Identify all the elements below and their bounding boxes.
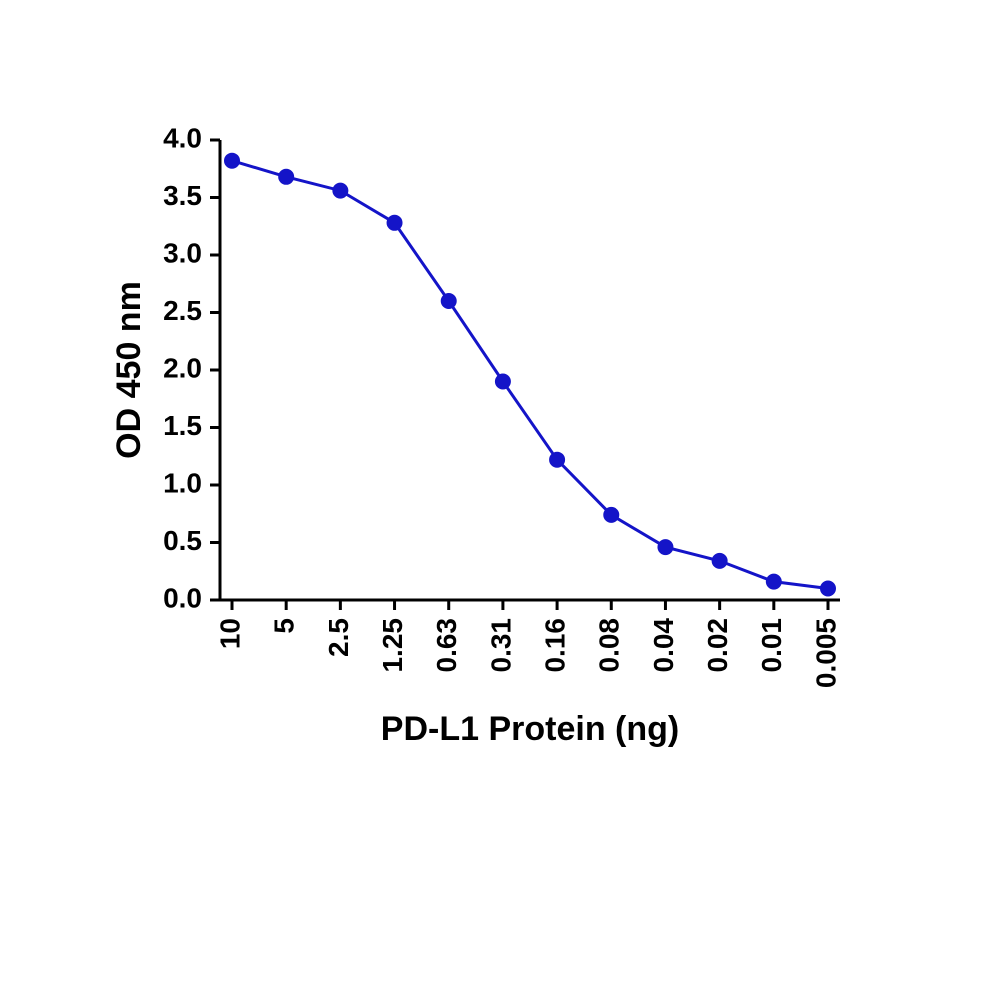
- y-tick-label: 3.0: [163, 237, 202, 268]
- chart-svg: 0.0 0.5 1.0 1.5 2.0 2.5 3.0 3.5 4.0 10 5 2.5 1.25 0.6…: [120, 120, 880, 880]
- y-tick-label: 4.0: [163, 122, 202, 153]
- data-marker: [496, 375, 510, 389]
- data-marker: [333, 184, 347, 198]
- data-marker: [658, 540, 672, 554]
- y-tick-label: 2.5: [163, 295, 202, 326]
- x-tick-label: 0.08: [594, 618, 625, 673]
- x-tick-label: 0.01: [756, 618, 787, 673]
- data-marker: [604, 508, 618, 522]
- data-marker: [550, 453, 564, 467]
- data-marker: [713, 554, 727, 568]
- data-marker: [279, 170, 293, 184]
- x-tick-label: 0.16: [539, 618, 570, 673]
- y-tick-label: 0.0: [163, 582, 202, 613]
- x-tick-label: 5: [269, 618, 300, 634]
- data-marker: [225, 154, 239, 168]
- x-axis-title: PD-L1 Protein (ng): [381, 710, 679, 748]
- x-tick-label: 0.31: [485, 618, 516, 673]
- data-marker: [821, 582, 835, 596]
- x-tick-label: 0.04: [648, 618, 679, 673]
- x-tick-label: 0.02: [702, 618, 733, 673]
- data-marker: [388, 216, 402, 230]
- x-tick-label: 1.25: [377, 618, 408, 673]
- y-tick-label: 1.0: [163, 467, 202, 498]
- data-line: [232, 161, 828, 589]
- y-tick-label: 3.5: [163, 180, 202, 211]
- data-marker: [442, 294, 456, 308]
- dose-response-chart: 0.0 0.5 1.0 1.5 2.0 2.5 3.0 3.5 4.0 10 5 2.5 1.25 0.6…: [120, 120, 880, 880]
- y-tick-label: 2.0: [163, 352, 202, 383]
- y-axis-title: OD 450 nm: [110, 281, 148, 459]
- y-tick-label: 0.5: [163, 525, 202, 556]
- x-tick-label: 0.005: [810, 618, 841, 688]
- x-tick-label: 0.63: [431, 618, 462, 673]
- x-tick-label: 2.5: [323, 618, 354, 657]
- y-tick-label: 1.5: [163, 410, 202, 441]
- data-marker: [767, 575, 781, 589]
- x-tick-label: 10: [214, 618, 245, 649]
